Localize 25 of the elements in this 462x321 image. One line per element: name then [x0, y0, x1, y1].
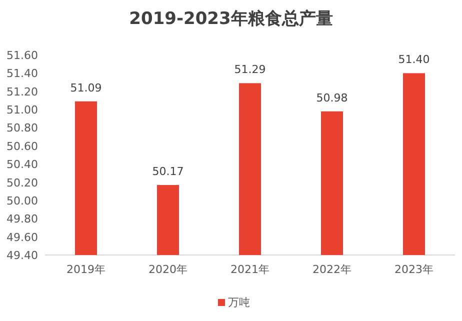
y-tick-label: 51.00	[6, 104, 38, 117]
data-label: 50.17	[152, 165, 184, 178]
data-label: 51.09	[70, 81, 102, 94]
x-tick-label: 2022年	[312, 263, 352, 276]
y-tick-label: 50.80	[6, 122, 38, 135]
y-tick-label: 50.00	[6, 194, 38, 208]
x-tick-label: 2021年	[230, 263, 270, 276]
data-label: 51.29	[234, 63, 266, 76]
y-tick-label: 49.80	[6, 212, 38, 226]
y-tick-label: 51.40	[6, 67, 38, 80]
y-tick-label: 51.60	[6, 49, 38, 62]
x-tick-label: 2019年	[66, 263, 106, 276]
chart-title: 2019-2023年粮食总产量	[129, 9, 333, 29]
y-tick-label: 50.40	[6, 158, 38, 172]
data-label: 50.98	[316, 91, 348, 104]
legend-label: 万吨	[228, 296, 250, 309]
y-tick-label: 51.20	[6, 85, 38, 98]
y-tick-label: 50.20	[6, 176, 38, 190]
x-tick-label: 2023年	[394, 263, 434, 276]
data-label: 51.40	[398, 53, 430, 66]
y-tick-label: 49.40	[6, 249, 38, 262]
legend: 万吨	[218, 296, 250, 309]
y-tick-label: 50.60	[6, 140, 38, 153]
x-tick-label: 2020年	[148, 263, 188, 276]
y-tick-label: 49.60	[6, 230, 38, 244]
